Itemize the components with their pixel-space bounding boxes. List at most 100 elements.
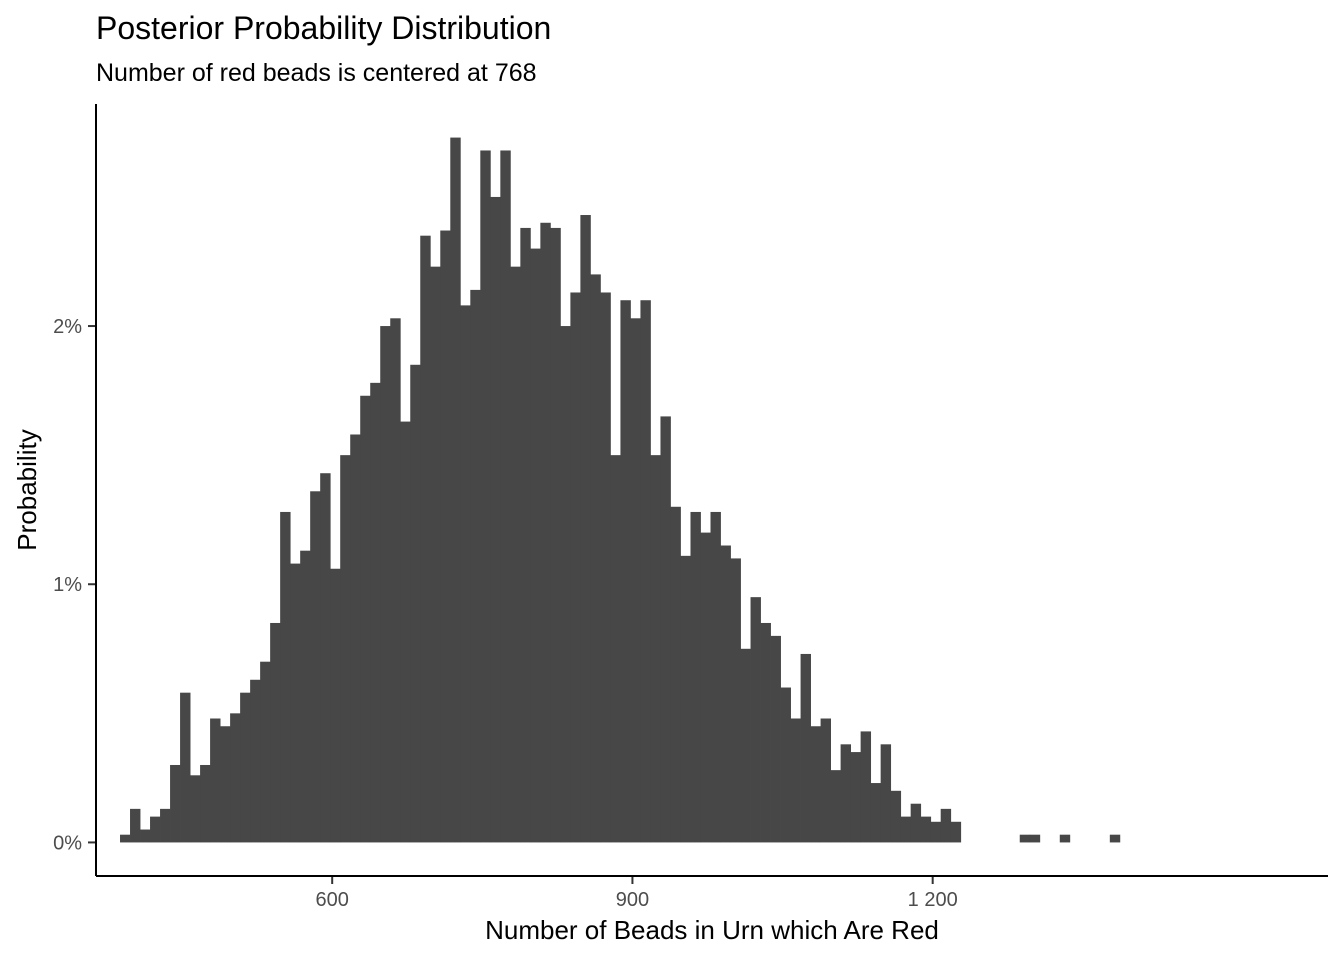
histogram-bar-85 [1029, 834, 1041, 843]
histogram-bar-9 [210, 718, 221, 843]
histogram-bar-0 [120, 834, 131, 843]
histogram-bar-24 [360, 395, 371, 843]
x-axis-title: Number of Beads in Urn which Are Red [485, 915, 939, 945]
histogram-bar-14 [260, 661, 271, 843]
histogram-bar-50 [620, 300, 631, 843]
histogram-bar-38 [500, 150, 511, 843]
histogram-bar-82 [940, 808, 952, 843]
histogram-bar-84 [1019, 834, 1031, 843]
x-tick-label: 900 [616, 889, 649, 911]
histogram-bar-4 [160, 808, 171, 843]
y-tick-label: 2% [53, 316, 82, 338]
histogram-bar-18 [300, 550, 311, 843]
histogram-bar-7 [190, 775, 201, 843]
y-axis-ticks: 0% 1% 2% [53, 316, 96, 854]
histogram-bar-45 [570, 292, 581, 843]
histogram-bar-52 [640, 300, 651, 843]
histogram-bar-53 [650, 455, 661, 843]
histogram-bar-25 [370, 382, 381, 843]
chart-title: Posterior Probability Distribution [96, 10, 552, 46]
histogram-bar-47 [590, 274, 601, 843]
histogram-bar-83 [950, 821, 962, 843]
histogram-bar-65 [770, 635, 781, 843]
histogram-bar-77 [890, 790, 902, 843]
histogram-bar-70 [820, 718, 831, 843]
histogram-bar-11 [230, 713, 241, 843]
histogram-bar-26 [380, 326, 391, 843]
histogram-bar-41 [530, 248, 541, 843]
histogram-bar-79 [910, 803, 922, 843]
y-tick-label: 1% [53, 574, 82, 596]
histogram-bar-80 [920, 816, 932, 843]
histogram-bar-29 [410, 364, 421, 843]
histogram-bar-67 [790, 718, 801, 843]
histogram-bar-74 [860, 731, 872, 843]
histogram-bar-15 [270, 622, 281, 843]
histogram-bar-1 [130, 808, 141, 843]
histogram-bar-33 [450, 137, 461, 843]
histogram-bar-44 [560, 326, 571, 843]
histogram-bar-54 [660, 416, 671, 843]
histogram-bar-64 [760, 622, 771, 843]
histogram-bar-2 [140, 829, 151, 843]
histogram-bar-27 [390, 318, 401, 843]
histogram-bar-76 [880, 744, 892, 843]
histogram-bar-12 [240, 692, 251, 843]
histogram-bar-69 [810, 726, 821, 843]
histogram-bar-35 [470, 289, 481, 843]
x-tick-label: 600 [316, 889, 349, 911]
histogram-bar-78 [900, 816, 912, 843]
chart-subtitle: Number of red beads is centered at 768 [96, 59, 537, 87]
histogram-bar-62 [740, 648, 751, 843]
histogram-bar-5 [170, 764, 181, 843]
histogram-bar-61 [730, 558, 741, 843]
histogram-bar-60 [720, 545, 731, 843]
histogram-bar-31 [430, 266, 441, 843]
histogram-bar-72 [840, 744, 852, 843]
x-axis-ticks: 600 900 1 200 [316, 876, 958, 911]
histogram-bar-87 [1109, 834, 1121, 843]
histogram-bar-37 [490, 196, 501, 843]
y-tick-label: 0% [53, 832, 82, 854]
histogram-bar-21 [330, 568, 341, 843]
histogram-bar-59 [710, 511, 721, 843]
histogram-bar-66 [780, 687, 791, 843]
histogram-bar-48 [600, 292, 611, 843]
histogram-bar-75 [870, 783, 882, 843]
histogram-bar-23 [350, 434, 361, 843]
histogram-bar-32 [440, 230, 451, 843]
histogram-bar-19 [310, 491, 321, 843]
histogram-bar-49 [610, 455, 621, 843]
histogram-bar-42 [540, 222, 551, 843]
histogram-bar-13 [250, 679, 261, 843]
histogram-bar-63 [750, 597, 761, 843]
histogram-bar-40 [520, 227, 531, 843]
histogram-bar-68 [800, 653, 811, 843]
histogram-bar-81 [930, 821, 942, 843]
histogram-bar-43 [550, 227, 561, 843]
histogram-bar-55 [670, 506, 681, 843]
histogram-bar-86 [1059, 834, 1071, 843]
histogram-bar-3 [150, 816, 161, 843]
histogram-bar-73 [850, 752, 862, 843]
histogram-bar-16 [280, 511, 291, 843]
histogram-bar-30 [420, 235, 431, 843]
x-tick-label: 1 200 [908, 889, 958, 911]
histogram-bar-57 [690, 511, 701, 843]
histogram-bar-36 [480, 150, 491, 843]
histogram-bar-71 [830, 770, 842, 843]
histogram-bar-6 [180, 692, 191, 843]
histogram-bar-58 [700, 532, 711, 843]
histogram-bar-28 [400, 421, 411, 843]
histogram-bar-46 [580, 215, 591, 843]
histogram-bar-10 [220, 726, 231, 843]
histogram-bar-22 [340, 455, 351, 843]
bars-layer [120, 137, 1121, 843]
y-axis-title: Probability [12, 429, 42, 550]
histogram-bar-56 [680, 555, 691, 843]
histogram-bar-20 [320, 473, 331, 843]
histogram-bar-34 [460, 305, 471, 843]
histogram-bar-17 [290, 563, 301, 843]
histogram-bar-51 [630, 318, 641, 843]
